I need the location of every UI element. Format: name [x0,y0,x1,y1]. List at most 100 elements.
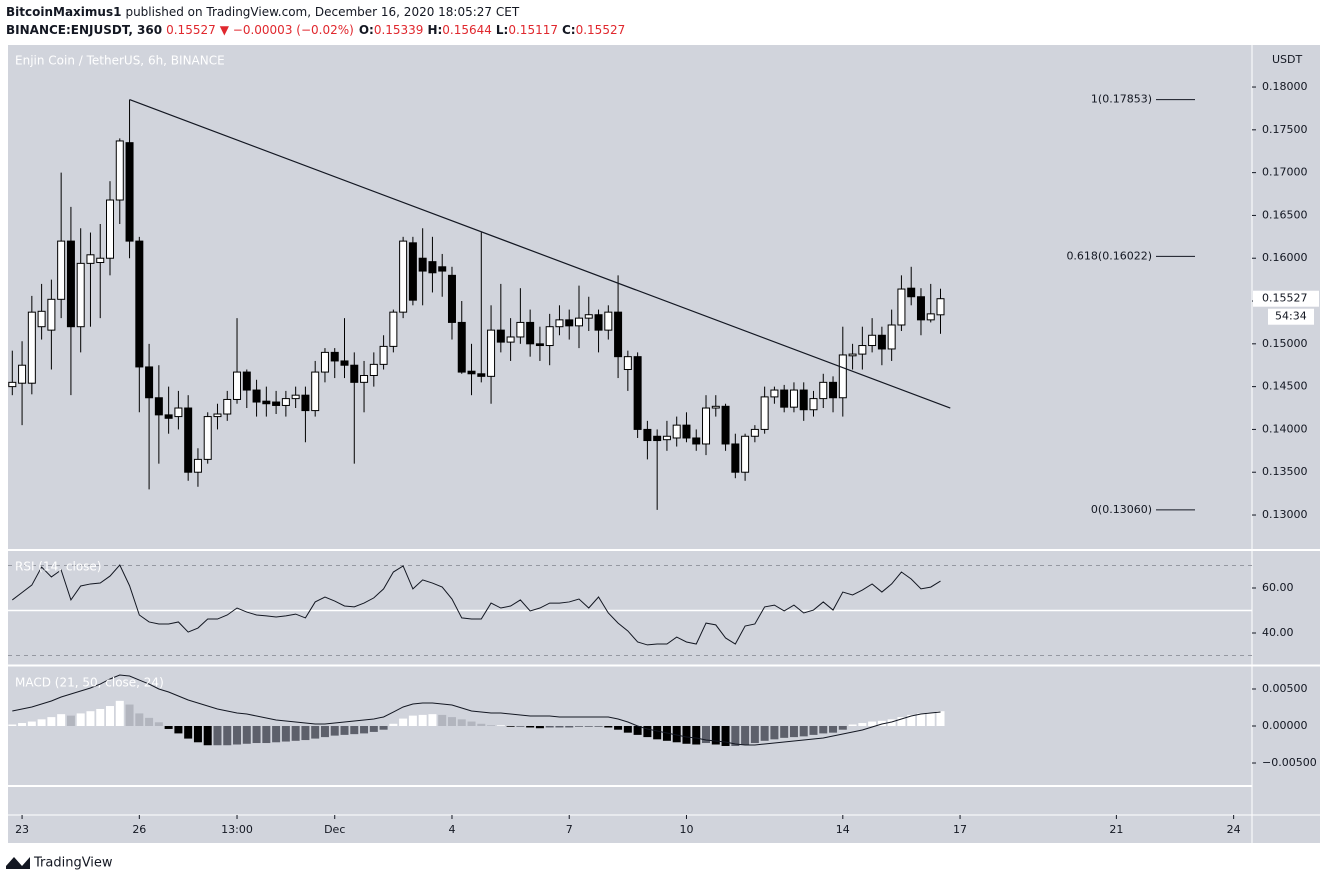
candle-body [438,266,447,272]
y-tick-label: 0.17000 [1262,166,1308,179]
macd-histogram-bar [252,726,261,744]
candle-body [516,321,525,338]
y-tick-label: 0.17500 [1262,123,1308,136]
macd-histogram-bar [428,714,437,726]
macd-histogram-bar [584,726,593,727]
macd-histogram-bar [750,726,759,744]
macd-histogram-bar [203,726,212,746]
macd-histogram-bar [379,726,388,730]
candle-body [584,314,593,319]
macd-histogram-bar [506,726,515,727]
macd-histogram-bar [311,726,320,739]
candle-body [799,389,808,411]
candle-body [555,319,564,328]
macd-histogram-bar [721,726,730,746]
candle-body [428,261,437,274]
y-tick-label: 0.13500 [1262,465,1308,478]
y-tick-label: 0.18000 [1262,80,1308,93]
macd-histogram-bar [135,713,144,726]
macd-histogram-bar [702,726,711,744]
macd-histogram-bar [408,715,417,726]
macd-histogram-bar [653,726,662,740]
candle-body [8,381,17,388]
candle-body [203,416,212,460]
macd-histogram-bar [340,726,349,735]
candle-body [926,313,935,321]
macd-histogram-bar [8,724,17,726]
ohlc-key: C: [562,23,576,37]
macd-histogram-bar [614,726,623,730]
candle-body [741,435,750,473]
macd-histogram-bar [897,717,906,726]
x-tick-label: 24 [1227,823,1241,836]
macd-histogram-bar [369,726,378,732]
candle-body [418,257,427,272]
macd-histogram-bar [76,713,85,726]
macd-histogram-bar [96,708,105,726]
candle-body [389,311,398,347]
x-tick-label: 17 [953,823,967,836]
macd-histogram-bar [47,717,56,726]
candle-body [369,363,378,376]
macd-histogram-bar [223,726,232,746]
x-tick-label: 14 [836,823,850,836]
candle-body [18,364,27,384]
candle-body [291,394,300,400]
macd-histogram-bar [281,726,290,742]
ohlc-key: H: [427,23,442,37]
candle-body [731,443,740,473]
macd-histogram-bar [213,726,222,746]
macd-histogram-bar [350,726,359,735]
candle-body [360,374,369,383]
macd-histogram-bar [819,726,828,734]
pane-title: MACD (21, 50, close, 24) [15,676,164,690]
candle-body [780,389,789,408]
macd-histogram-bar [516,726,525,727]
macd-histogram-bar [692,726,701,745]
macd-histogram-bar [574,726,583,727]
header-line-1: BitcoinMaximus1 published on TradingView.… [6,5,520,19]
ohlc-value: 0.15644 [442,23,492,37]
ohlc-value: 0.15527 [576,23,626,37]
candle-body [526,321,535,345]
candle-body [320,351,329,373]
candle-body [37,310,46,328]
candle-body [47,298,56,331]
macd-histogram-bar [389,723,398,726]
macd-histogram-bar [193,726,202,743]
macd-histogram-bar [467,721,476,726]
candle-body [154,397,163,416]
y-tick-label: 0.16000 [1262,251,1308,264]
candle-body [819,381,828,400]
macd-histogram-bar [106,706,115,726]
candle-body [174,407,183,418]
candle-body [135,240,144,368]
candle-body [848,353,857,357]
macd-histogram-bar [682,726,691,744]
rsi-line [11,564,941,646]
candle-body [760,396,769,430]
header-line-2: BINANCE:ENJUSDT, 360 0.15527 ▼ −0.00003 (−… [6,23,625,37]
macd-histogram-bar [848,724,857,726]
change: ▼ −0.00003 (−0.02%) [220,23,354,37]
candle-body [86,254,95,264]
macd-histogram-bar [799,726,808,737]
macd-histogram-bar [154,722,163,726]
candle-body [672,424,681,439]
candle-body [604,311,613,331]
macd-histogram-bar [86,711,95,726]
macd-histogram-bar [477,723,486,726]
trendline [129,99,951,409]
candle-body [702,407,711,445]
candle-body [662,435,671,441]
macd-histogram-bar [711,726,720,745]
macd-histogram-bar [526,726,535,728]
macd-histogram-bar [145,717,154,726]
candle-body [858,345,867,355]
candle-body [233,371,242,400]
candle-body [193,458,202,473]
candle-body [379,345,388,365]
price: 0.15527 [166,23,216,37]
candle-body [281,398,290,406]
y-tick-label: −0.00500 [1262,756,1317,769]
